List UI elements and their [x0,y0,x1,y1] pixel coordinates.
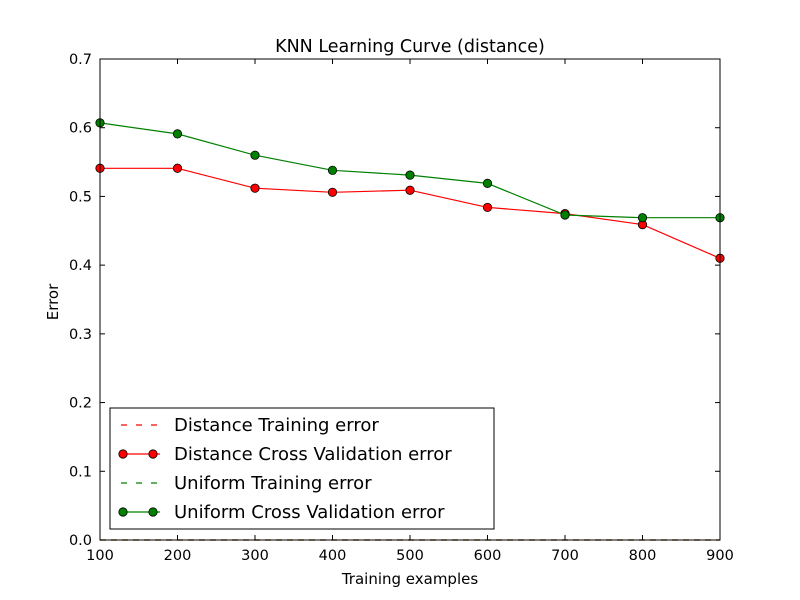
y-tick-label: 0.7 [69,52,92,68]
legend-label: Distance Training error [174,415,379,436]
y-tick-label: 0.3 [69,327,92,343]
legend-swatch-marker [148,507,158,517]
plot-area: 100 200 300 400 500 600 700 800 900 0.0 0.1 0.2 0.3 0… [69,52,734,564]
legend-swatch-marker [148,449,158,459]
x-tick-label: 600 [474,548,502,564]
data-point [172,129,183,139]
x-tick-label: 400 [319,548,347,564]
legend-swatch-marker [118,449,128,459]
data-point [172,163,183,173]
x-tick-label: 800 [629,548,657,564]
data-point [405,170,415,180]
x-tick-label: 700 [551,548,579,564]
chart-title: KNN Learning Curve (distance) [275,37,545,57]
y-tick-label: 0.0 [69,533,92,549]
data-point [250,150,260,160]
y-tick-label: 0.2 [69,396,92,412]
legend-swatch-marker [118,507,128,517]
data-point [327,187,338,197]
legend-label: Distance Cross Validation error [174,444,452,465]
data-point [482,178,493,188]
x-tick-label: 100 [86,548,114,564]
y-axis-title: Error [44,283,62,320]
legend-label: Uniform Cross Validation error [174,502,445,523]
legend-label: Uniform Training error [174,473,372,494]
data-point [482,202,493,213]
x-tick-label: 500 [396,548,424,564]
y-tick-label: 0.1 [69,464,92,480]
y-tick-label: 0.5 [69,189,92,205]
data-point [405,185,415,195]
data-point [250,183,260,193]
legend-box [109,407,495,530]
y-tick-label: 0.4 [69,258,92,274]
x-axis-title: Training examples [341,570,479,588]
data-point [637,213,648,223]
x-tick-label: 300 [241,548,269,564]
x-tick-label: 900 [706,548,734,564]
data-point [327,165,338,175]
data-point [560,210,570,220]
x-tick-label: 200 [164,548,192,564]
y-tick-label: 0.6 [69,121,92,137]
legend: Distance Training error Distance Cross Va… [109,407,495,530]
